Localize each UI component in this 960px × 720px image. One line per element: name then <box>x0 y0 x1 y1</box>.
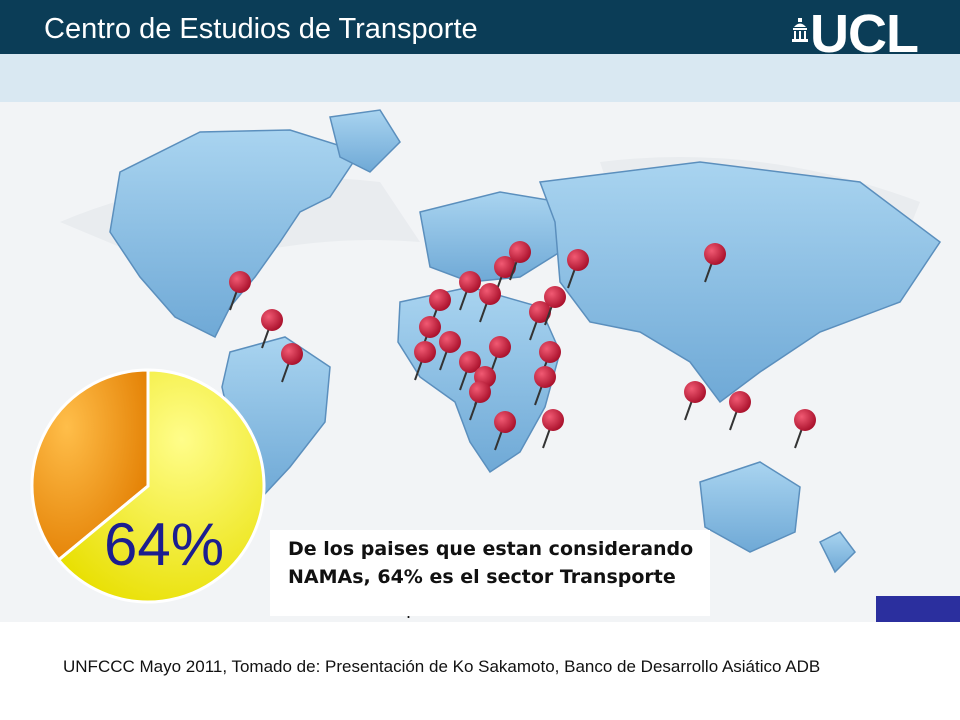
europe-shape <box>419 191 561 283</box>
title-band <box>0 54 960 102</box>
greenland-shape <box>329 109 401 173</box>
percentage-label: 64% <box>104 511 225 578</box>
caption-line-1: De los paises que estan considerando <box>288 538 694 560</box>
pie-slice-other <box>30 368 150 563</box>
percentage-pie-chart <box>28 366 268 606</box>
ucl-logo: UCL <box>792 4 942 64</box>
caption-line-2: NAMAs, 64% es el sector Transporte <box>288 566 676 588</box>
world-map-illustration <box>60 109 942 574</box>
asia-shape <box>538 161 942 404</box>
north-america-shape <box>109 129 362 339</box>
pie-slice-transport <box>56 368 266 604</box>
slide-title: Centro de Estudios de Transporte <box>44 13 478 45</box>
source-citation: UNFCCC Mayo 2011, Tomado de: Presentació… <box>63 657 821 676</box>
australia-shape <box>699 461 801 553</box>
world-map-image <box>0 102 960 622</box>
map-pins <box>229 241 816 451</box>
header-bar: Centro de Estudios de Transporte UCL <box>0 0 960 64</box>
caption-trailing-mark: . <box>406 602 412 622</box>
portico-icon <box>792 18 808 42</box>
caption-box: De los paises que estan considerando NAM… <box>270 530 710 622</box>
corner-accent-block <box>876 596 960 622</box>
